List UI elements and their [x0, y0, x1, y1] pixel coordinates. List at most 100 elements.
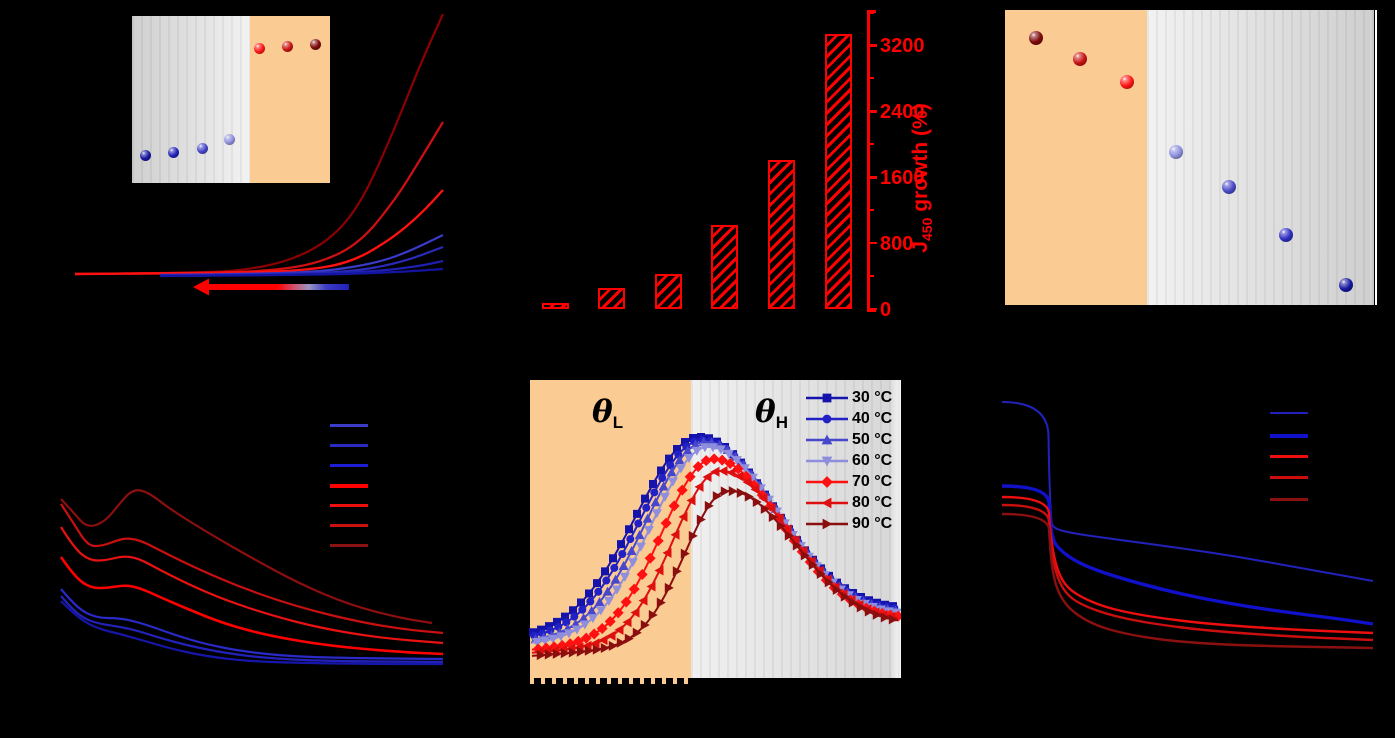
spectra-legend-swatch-5 [330, 504, 368, 507]
theta-legend-row-6: 80 °C [806, 494, 892, 512]
growth-major-tick-800 [869, 241, 877, 245]
decay-legend-swatch-3 [1270, 455, 1308, 458]
theta-legend-row-2: 40 °C [806, 410, 892, 428]
theta-high-label: θH [755, 394, 788, 433]
theta-legend-label-3: 50 °C [852, 431, 893, 448]
spectra-80-curve [60, 503, 444, 635]
spectra-legend-swatch-4 [330, 484, 368, 488]
spectra-50-curve [60, 588, 444, 661]
scatter-point-5 [1222, 180, 1236, 194]
spectra-90-curve [60, 489, 433, 625]
spectra-legend-swatch-7 [330, 544, 368, 547]
growth-major-tick-1600 [869, 176, 877, 179]
theta-log-tick-strip [530, 678, 692, 684]
scan-direction-arrow-head [193, 278, 209, 296]
scatter-point-6 [1279, 228, 1293, 242]
scatter-point-1 [1029, 31, 1043, 45]
decay-red-1-curve [1001, 495, 1374, 635]
theta-legend-swatch-5 [806, 476, 848, 488]
decay-red-2-curve [1001, 503, 1374, 642]
jv-blue-2-curve [159, 245, 444, 277]
growth-minor-tick-1200 [869, 209, 874, 212]
growth-axis-label: J450 growth (%) [909, 78, 935, 278]
growth-bar-5 [767, 159, 795, 309]
jv-blue-4-curve [159, 267, 444, 278]
theta-legend-row-4: 60 °C [806, 452, 892, 470]
theta-legend-marker-7 [822, 518, 833, 530]
theta-high-subscript: H [775, 413, 788, 432]
spectra-legend-swatch-3 [330, 464, 368, 467]
theta-legend-row-3: 50 °C [806, 431, 892, 449]
spectra-legend-swatch-6 [330, 524, 368, 527]
jv-inset-point-6 [281, 40, 293, 52]
decay-legend-swatch-4 [1270, 476, 1308, 479]
growth-major-tick-3200 [869, 44, 877, 47]
spectra-legend-swatch-1 [330, 424, 368, 427]
growth-axis-label-sub: 450 [919, 217, 935, 241]
jv-blue-3-curve [159, 259, 444, 278]
decay-legend-swatch-2 [1270, 434, 1308, 438]
theta-legend-swatch-2 [806, 414, 848, 424]
decay-blue-thin-curve [1001, 401, 1374, 582]
theta-right-frame-line [901, 380, 904, 678]
theta-legend-row-5: 70 °C [806, 473, 892, 491]
growth-axis-line [867, 10, 870, 311]
growth-minor-tick-2800 [869, 77, 874, 80]
spectra-70-curve [60, 526, 444, 645]
spectra-30-curve [60, 600, 443, 666]
theta-legend-label-7: 90 °C [852, 515, 893, 532]
theta-legend-swatch-7 [806, 518, 848, 530]
theta-legend-row-1: 30 °C [806, 389, 892, 407]
growth-bar-4 [710, 225, 738, 309]
growth-tick-label-800: 800 [880, 233, 914, 256]
decay-blue-thick-curve [1001, 484, 1374, 626]
growth-axis-label-main: J [909, 241, 932, 253]
theta-legend-marker-2 [822, 414, 832, 424]
jv-inset-point-2 [167, 146, 179, 158]
theta-legend-label-6: 80 °C [852, 494, 893, 511]
growth-bar-3 [654, 274, 682, 309]
growth-minor-tick-2000 [869, 143, 874, 146]
growth-bar-2 [597, 287, 625, 309]
spectra-60-curve [59, 556, 444, 656]
jv-blue-1-curve [159, 234, 444, 277]
theta-legend-marker-1 [822, 393, 832, 403]
theta-legend-swatch-6 [806, 497, 848, 509]
growth-tick-label-0: 0 [880, 299, 892, 321]
jv-bright-red-curve [74, 189, 444, 276]
scatter-point-7 [1339, 278, 1353, 292]
jv-inset-point-5 [253, 42, 265, 54]
theta-legend-swatch-1 [806, 393, 848, 403]
growth-axis-cap-top [867, 10, 876, 13]
theta-low-label: θL [592, 394, 623, 433]
theta-high-symbol: θ [755, 394, 776, 430]
decay-legend-swatch-5 [1270, 498, 1308, 501]
jv-inset-point-1 [139, 149, 151, 161]
theta-legend-label-4: 60 °C [852, 452, 893, 469]
theta-low-subscript: L [612, 413, 624, 432]
growth-minor-tick-400 [869, 275, 874, 278]
growth-minor-tick-3600 [869, 11, 874, 14]
jv-inset-point-3 [196, 142, 208, 154]
decay-legend-swatch-1 [1270, 412, 1308, 414]
theta-legend-row-7: 90 °C [806, 515, 892, 533]
growth-major-tick-0 [869, 307, 877, 311]
growth-tick-label-1600: 1600 [880, 167, 925, 190]
jv-inset-point-7 [309, 38, 321, 50]
scatter-right-frame-line [1375, 10, 1377, 305]
scatter-point-4 [1169, 145, 1183, 159]
scatter-gray-region [1147, 10, 1374, 305]
growth-bar-1 [541, 302, 569, 309]
growth-axis-label-rest: growth (%) [909, 103, 932, 218]
theta-legend-label-5: 70 °C [852, 473, 893, 490]
growth-tick-label-3200: 3200 [880, 35, 925, 58]
theta-legend-marker-5 [821, 476, 833, 488]
growth-tick-label-2400: 2400 [880, 101, 925, 124]
scatter-point-3 [1120, 75, 1134, 89]
growth-bar-6 [824, 33, 852, 309]
theta-legend-swatch-3 [806, 434, 848, 445]
growth-major-tick-2400 [869, 110, 877, 113]
theta-legend-label-1: 30 °C [852, 389, 893, 406]
theta-legend-label-2: 40 °C [852, 410, 893, 427]
